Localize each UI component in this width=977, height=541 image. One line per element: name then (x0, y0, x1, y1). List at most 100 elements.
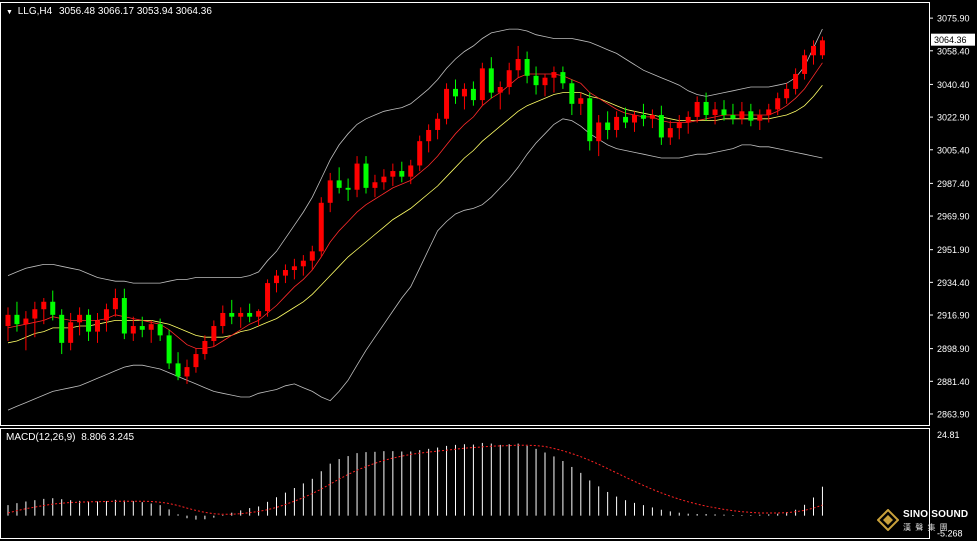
candle-body (524, 59, 530, 76)
candle-body (256, 311, 262, 317)
candle-body (417, 141, 423, 166)
candle-body (479, 68, 485, 101)
candle (184, 359, 190, 384)
candle-body (354, 163, 360, 190)
price-tick-label: 2987.40 (937, 179, 970, 189)
candle (793, 68, 799, 95)
candle (515, 45, 521, 78)
candle (542, 73, 548, 97)
candle-body (658, 115, 664, 138)
candle-body (623, 116, 629, 123)
candle (811, 40, 816, 65)
macd-header: MACD(12,26,9) 8.806 3.245 (6, 432, 134, 443)
candle (569, 79, 575, 116)
candle-body (121, 298, 127, 334)
candle (784, 83, 790, 104)
candle-body (676, 122, 682, 129)
candle (417, 135, 423, 172)
candle (444, 83, 450, 125)
price-axis[interactable]: 3075.90 3058.40 3040.40 3022.90 3005.40 2987.… (929, 14, 970, 420)
candle-body (640, 115, 646, 119)
candle-body (721, 109, 727, 116)
candle-body (32, 309, 38, 319)
macd-axis: 24.81 -5.268 (937, 430, 963, 539)
candle (426, 124, 432, 153)
candle (256, 309, 262, 327)
candle (14, 301, 20, 332)
candle (86, 309, 92, 341)
candle (166, 329, 172, 369)
price-tick-label: 2916.90 (937, 311, 970, 321)
candle (506, 62, 512, 95)
candle-body (166, 335, 172, 364)
candle (220, 305, 226, 334)
candle-body (274, 275, 279, 284)
candle (739, 101, 745, 125)
candle-body (551, 72, 557, 78)
candle-body (748, 111, 754, 121)
bollinger-upper-line (7, 28, 823, 284)
candle-body (497, 87, 503, 93)
candle-body (533, 75, 539, 86)
bollinger-bands (7, 28, 823, 411)
candle (712, 101, 718, 125)
price-tick-label: 3005.40 (937, 145, 970, 155)
macd-signal-polyline (7, 444, 823, 515)
candle-body (802, 55, 808, 74)
candle-body (282, 270, 288, 276)
candle-body (291, 266, 297, 271)
candle-body (363, 163, 369, 188)
candle-body (220, 312, 226, 327)
macd-panel-frame (0, 428, 930, 539)
candle (453, 79, 458, 104)
candle-body (712, 109, 718, 116)
candle (139, 316, 145, 338)
candle (390, 163, 396, 186)
candle-body (793, 73, 799, 89)
candle-body (14, 314, 20, 325)
candle (354, 156, 360, 198)
price-tick-label: 3058.40 (937, 46, 970, 56)
candle-body (596, 122, 602, 142)
candle (193, 348, 199, 373)
price-tick-label: 3040.40 (937, 80, 970, 90)
candle (766, 103, 772, 123)
candle (50, 290, 56, 321)
macd-tick-label: -5.268 (937, 529, 963, 539)
candle (77, 307, 83, 336)
candle (274, 270, 279, 293)
candle-body (730, 115, 736, 119)
candle-body (766, 109, 772, 116)
candle (282, 264, 288, 284)
candle (524, 51, 530, 84)
current-price-box (931, 33, 975, 46)
candle (229, 299, 235, 325)
candle-body (757, 115, 763, 121)
dropdown-triangle-icon[interactable]: ▼ (6, 9, 13, 16)
candle-body (345, 187, 351, 190)
candle-body (50, 301, 56, 315)
candle (551, 66, 557, 93)
candle (121, 288, 127, 340)
current-price-label: 3064.36 (934, 35, 967, 45)
candle (103, 303, 109, 332)
candle-body (649, 115, 655, 119)
candle (802, 49, 808, 80)
watermark-sub: 漢 聲 集 團 (903, 523, 949, 532)
candle-body (77, 314, 83, 323)
candle (68, 312, 74, 351)
candle (318, 197, 324, 257)
candle-body (381, 176, 387, 183)
candle-body (426, 129, 432, 142)
candle-body (5, 314, 11, 327)
macd-signal-line (7, 444, 823, 515)
main-panel-frame (0, 2, 930, 426)
candle-body (775, 98, 781, 110)
macd-tick-label: 24.81 (937, 430, 960, 440)
candle-body (336, 180, 342, 188)
candle (614, 111, 620, 138)
candle (372, 174, 378, 198)
candle-body (86, 314, 92, 332)
candle-body (175, 363, 181, 377)
